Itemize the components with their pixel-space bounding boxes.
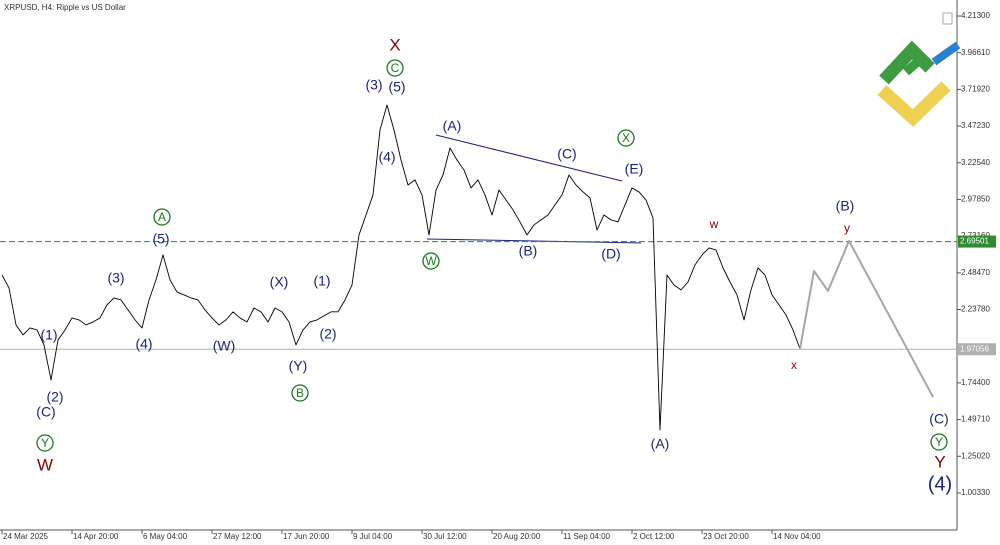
x-tick-label: 11 Sep 04:00 [563, 532, 611, 541]
x-tick-label: 17 Jun 20:00 [283, 532, 330, 541]
wave-label: W [425, 254, 437, 268]
price-label-box [958, 235, 996, 248]
icon [942, 12, 953, 25]
wave-label: y [844, 221, 850, 235]
price-label: 1.97056 [960, 344, 989, 353]
y-tick-label: 3.47230 [961, 121, 990, 130]
projection-line [799, 239, 934, 398]
wave-label: (C) [929, 411, 948, 427]
wave-label: (A) [651, 436, 670, 452]
wave-label: (4) [135, 336, 152, 352]
wave-label: (E) [625, 161, 644, 177]
chart-title: XRPUSD, H4: Ripple vs US Dollar [4, 3, 126, 12]
logo [877, 40, 961, 127]
wave-label: (1) [40, 327, 57, 343]
trendlines [426, 134, 642, 244]
x-tick-label: 2 Oct 12:00 [633, 532, 675, 541]
y-tick-label: 1.25020 [961, 451, 990, 460]
y-tick-label: 1.49710 [961, 415, 990, 424]
price-line [1, 104, 801, 431]
wave-label: w [709, 217, 719, 231]
wave-label: (4) [928, 473, 952, 495]
x-tick-label: 9 Jul 04:00 [353, 532, 393, 541]
wave-label: (1) [313, 273, 330, 289]
x-tick-label: 24 Mar 2025 [3, 532, 48, 541]
wave-label: (C) [557, 146, 576, 162]
marks [0, 104, 957, 431]
wave-label: C [391, 61, 400, 75]
wave-label: (W) [213, 338, 236, 354]
wave-label: Y [934, 452, 945, 471]
wave-label: (Y) [289, 358, 308, 374]
wave-label: (C) [36, 404, 55, 420]
wave-label: (A) [443, 118, 462, 134]
wave-label: (X) [270, 274, 289, 290]
price-label-box [958, 343, 996, 356]
x-tick-label: 30 Jul 12:00 [423, 532, 467, 541]
wave-label: (3) [107, 270, 124, 286]
x-tick-label: 6 May 04:00 [143, 532, 188, 541]
y-tick-label: 3.96610 [961, 48, 990, 57]
y-tick-label: 4.21300 [961, 11, 990, 20]
y-tick-label: 2.48470 [961, 268, 990, 277]
wave-label: x [791, 358, 797, 372]
wave-label: W [37, 455, 53, 474]
y-tick-label: 3.71920 [961, 84, 990, 93]
y-tick-label: 1.74400 [961, 378, 990, 387]
wave-label: B [296, 386, 304, 400]
y-tick-label: 3.22540 [961, 158, 990, 167]
wave-label: (4) [378, 149, 395, 165]
wave-label: Y [41, 436, 49, 450]
x-tick-label: 14 Nov 04:00 [773, 532, 821, 541]
x-tick-label: 14 Apr 20:00 [73, 532, 119, 541]
wave-label: (B) [836, 198, 855, 214]
wave-label: Y [935, 435, 943, 449]
wave-label: (3) [365, 77, 382, 93]
wave-label: X [622, 131, 630, 145]
wave-label: (2) [46, 389, 63, 405]
wave-label: (D) [601, 246, 620, 262]
y-tick-label: 2.97850 [961, 195, 990, 204]
wave-label: X [389, 35, 400, 54]
x-tick-label: 20 Aug 20:00 [493, 532, 541, 541]
y-tick-label: 1.00330 [961, 488, 990, 497]
x-tick-label: 27 May 12:00 [213, 532, 262, 541]
wave-label: (B) [519, 243, 538, 259]
wave-label: (5) [152, 231, 169, 247]
wave-labels: X C (3) (5) (4) (A) (C) (E) X (B) (D) W … [36, 35, 952, 495]
price-label: 2.69501 [960, 237, 989, 246]
wave-label: A [158, 210, 166, 224]
wave-label: (2) [319, 326, 336, 342]
wave-label: (5) [388, 79, 405, 95]
y-tick-label: 2.23780 [961, 305, 990, 314]
x-tick-label: 23 Oct 20:00 [703, 532, 749, 541]
